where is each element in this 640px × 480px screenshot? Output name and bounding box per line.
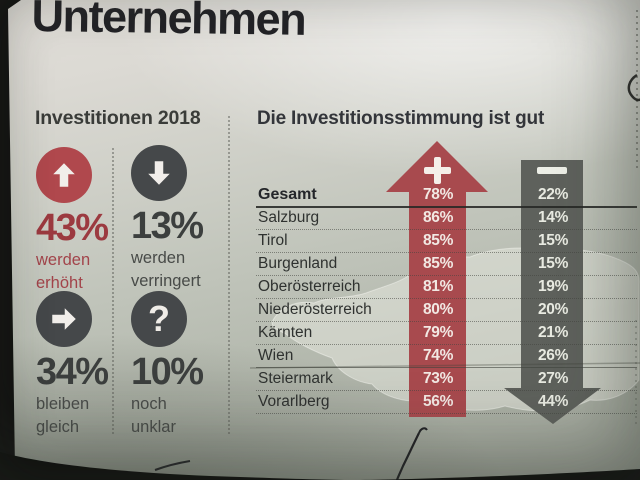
- row-label: Salzburg: [258, 209, 320, 226]
- row-negative-value: 26%: [537, 347, 569, 364]
- stat-item-erhoeht: 43% werden erhöht: [36, 147, 128, 293]
- row-label: Niederösterreich: [258, 301, 372, 318]
- row-label: Gesamt: [258, 186, 317, 203]
- row-label: Wien: [258, 347, 294, 364]
- stat-circle: [36, 291, 92, 347]
- dotted-separator-vertical: [228, 116, 230, 434]
- stat-label-line: erhöht: [36, 274, 83, 292]
- table-row: Burgenland 85% 15%: [256, 252, 637, 276]
- table-row: Salzburg 86% 14%: [256, 206, 637, 230]
- row-label: Vorarlberg: [258, 393, 330, 410]
- stat-item-verringert: 13% werden verringert: [131, 145, 243, 291]
- stat-label-line: verringert: [131, 272, 201, 290]
- stat-label-line: bleiben: [36, 395, 90, 413]
- row-negative-value: 21%: [537, 324, 569, 341]
- arrow-up-icon: [53, 163, 75, 187]
- page-headline: Unternehmen: [31, 0, 306, 45]
- stat-item-unklar: ? 10% noch unklar: [131, 291, 243, 437]
- arrow-right-icon: [52, 308, 76, 330]
- table-row: Niederösterreich 80% 20%: [256, 298, 637, 322]
- row-negative-value: 15%: [537, 232, 569, 249]
- plus-icon: [424, 157, 451, 184]
- stat-circle: [36, 147, 92, 203]
- stat-circle: [131, 145, 187, 201]
- row-positive-value: 81%: [422, 278, 454, 295]
- minus-icon: [537, 167, 567, 174]
- stat-item-gleich: 34% bleiben gleich: [36, 291, 128, 437]
- row-negative-value: 15%: [537, 255, 569, 272]
- row-positive-value: 78%: [422, 186, 454, 203]
- stat-value: 43%: [36, 207, 109, 249]
- question-icon: ?: [148, 298, 170, 339]
- row-negative-value: 22%: [537, 186, 569, 203]
- row-label: Kärnten: [258, 324, 313, 341]
- stat-value: 10%: [131, 351, 204, 393]
- row-label: Burgenland: [258, 255, 338, 272]
- stat-label-line: gleich: [36, 418, 80, 436]
- row-negative-value: 14%: [537, 209, 569, 226]
- dotted-separator-vertical: [112, 148, 114, 434]
- row-positive-value: 86%: [422, 209, 454, 226]
- row-negative-value: 27%: [537, 370, 569, 387]
- row-positive-value: 73%: [422, 370, 454, 387]
- row-positive-value: 56%: [422, 393, 454, 410]
- chart-title: Die Investitionsstimmung ist gut: [257, 108, 545, 129]
- stats-panel-title: Investitionen 2018: [35, 107, 201, 129]
- table-row: Wien 74% 26%: [256, 344, 637, 368]
- stat-value: 13%: [131, 205, 204, 247]
- table-row: Steiermark 73% 27%: [256, 367, 637, 391]
- positive-arrow-up: [386, 141, 488, 417]
- table-row: Oberösterreich 81% 19%: [256, 275, 637, 299]
- row-negative-value: 19%: [537, 278, 569, 295]
- stat-label-line: noch: [131, 395, 167, 413]
- row-positive-value: 85%: [422, 255, 454, 272]
- row-positive-value: 74%: [422, 347, 454, 364]
- row-negative-value: 20%: [537, 301, 569, 318]
- table-row: Gesamt 78% 22%: [256, 183, 637, 208]
- row-negative-value: 44%: [537, 393, 569, 410]
- table-row: Kärnten 79% 21%: [256, 321, 637, 345]
- arrow-down-icon: [148, 161, 170, 185]
- row-positive-value: 79%: [422, 324, 454, 341]
- table-row: Vorarlberg 56% 44%: [256, 390, 637, 414]
- row-label: Steiermark: [258, 370, 333, 387]
- table-row: Tirol 85% 15%: [256, 229, 637, 253]
- row-positive-value: 85%: [422, 232, 454, 249]
- stat-value: 34%: [36, 351, 109, 393]
- row-label: Oberösterreich: [258, 278, 361, 295]
- stat-circle: ?: [131, 291, 187, 347]
- negative-arrow-down: [504, 160, 601, 424]
- stat-label-line: werden: [36, 251, 91, 269]
- row-label: Tirol: [258, 232, 288, 249]
- row-positive-value: 80%: [422, 301, 454, 318]
- stat-label-line: unklar: [131, 418, 176, 436]
- stat-label-line: werden: [131, 249, 186, 267]
